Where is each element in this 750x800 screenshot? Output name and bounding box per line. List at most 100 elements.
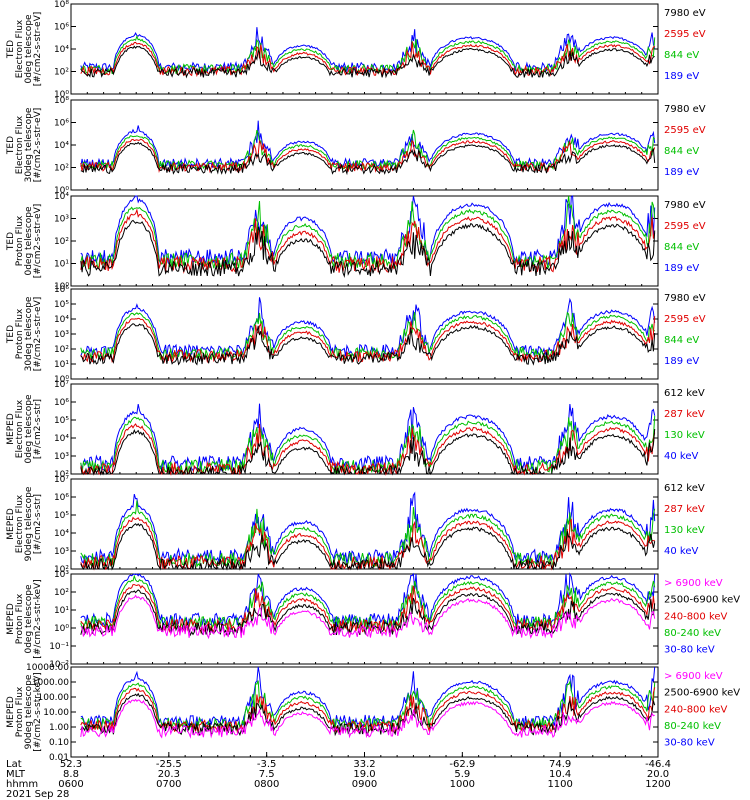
series-line [80, 219, 656, 278]
y-axis-label: MEPED [6, 508, 16, 540]
y-axis-label: MEPED [6, 603, 16, 635]
y-tick-label: 10⁵ [54, 511, 69, 521]
legend-entry: > 6900 keV [664, 578, 723, 589]
y-axis-label: Proton Flux [15, 593, 25, 644]
x-tick-label-hhmm: 0800 [254, 779, 279, 790]
y-axis-label: 30deg telescope [24, 107, 34, 182]
y-tick-label: 10¹ [54, 606, 69, 616]
legend-entry: 7980 eV [664, 104, 706, 115]
y-axis-label: [#/cm2-s-str-keV] [33, 579, 43, 658]
y-axis-label: [#/cm2-s-str] [33, 399, 43, 459]
x-tick-label-hhmm: 0600 [58, 779, 83, 790]
y-tick-label: 10⁶ [54, 285, 69, 295]
y-axis-label: 90deg telescope [24, 674, 34, 749]
x-tick-label-lat: -3.5 [257, 759, 277, 770]
y-axis-label: [#/cm2-s-str-eV] [33, 204, 43, 279]
series-line [80, 415, 656, 475]
legend-entry: 189 eV [664, 356, 699, 367]
y-tick-label: 10⁰ [54, 624, 69, 634]
x-row-label-mlt: MLT [6, 769, 26, 780]
legend-entry: 2595 eV [664, 29, 706, 40]
series-line [80, 572, 656, 628]
y-tick-label: 0.01 [49, 753, 69, 763]
y-tick-label: 10⁻¹ [49, 642, 69, 652]
y-tick-label: 100.00 [38, 693, 70, 703]
legend-entry: 40 keV [664, 546, 698, 557]
y-axis-label: MEPED [6, 413, 16, 445]
x-tick-label-lat: 52.3 [60, 759, 82, 770]
y-tick-label: 10³ [54, 547, 69, 557]
series-line [80, 423, 656, 476]
legend-entry: 844 eV [664, 146, 699, 157]
legend-entry: 7980 eV [664, 8, 706, 19]
y-axis-label: 30deg telescope [24, 296, 34, 371]
legend-entry: 844 eV [664, 50, 699, 61]
y-tick-label: 10⁷ [54, 475, 69, 485]
x-tick-label-hhmm: 1100 [547, 779, 572, 790]
y-tick-label: 10⁴ [54, 141, 69, 151]
x-tick-label-hhmm: 0900 [352, 779, 377, 790]
series-line [80, 208, 656, 274]
legend-entry: 30-80 keV [664, 645, 715, 656]
series-line [80, 522, 656, 571]
y-axis-label: TED [6, 325, 16, 344]
x-tick-label-mlt: 20.0 [647, 769, 669, 780]
y-tick-label: 10⁴ [54, 434, 69, 444]
legend-entry: 287 keV [664, 409, 705, 420]
series-line [80, 323, 656, 366]
y-axis-label: Proton Flux [15, 308, 25, 359]
y-tick-label: 10⁶ [54, 119, 69, 129]
y-axis-label: [#/cm2-s-str-eV] [33, 12, 43, 87]
legend-entry: > 6900 keV [664, 671, 723, 682]
legend-entry: 240-800 keV [664, 704, 728, 715]
y-tick-label: 10² [54, 68, 69, 78]
legend-entry: 189 eV [664, 71, 699, 82]
y-tick-label: 0.10 [49, 738, 69, 748]
y-axis-label: Proton Flux [15, 215, 25, 266]
y-tick-label: 10⁰ [54, 186, 69, 196]
legend-entry: 30-80 keV [664, 738, 715, 749]
x-tick-label-lat: 33.2 [353, 759, 375, 770]
series-line [80, 594, 656, 640]
y-tick-label: 10² [54, 588, 69, 598]
y-tick-label: 10³ [54, 570, 69, 580]
series-line [80, 141, 656, 176]
y-tick-label: 10³ [54, 215, 69, 225]
y-tick-label: 10⁵ [54, 300, 69, 310]
y-tick-label: 10⁸ [54, 96, 69, 106]
y-tick-label: 10³ [54, 330, 69, 340]
y-tick-label: 10² [54, 345, 69, 355]
x-tick-label-lat: 74.9 [549, 759, 571, 770]
x-tick-label-mlt: 10.4 [549, 769, 571, 780]
y-axis-label: 0deg telescope [24, 394, 34, 464]
panel-frame [70, 3, 659, 95]
series-line [80, 45, 655, 79]
series-line [80, 428, 656, 476]
y-tick-label: 10⁷ [54, 380, 69, 390]
y-tick-label: 10¹ [54, 260, 69, 270]
y-tick-label: 10⁶ [54, 23, 69, 33]
x-tick-label-lat: -62.9 [449, 759, 475, 770]
y-axis-label: TED [6, 232, 16, 251]
y-axis-label: 0deg telescope [24, 206, 34, 276]
x-row-label-hhmm: hhmm [6, 779, 38, 790]
x-tick-label-mlt: 5.9 [454, 769, 470, 780]
series-line [80, 698, 655, 739]
legend-entry: 612 keV [664, 388, 705, 399]
y-tick-label: 10⁶ [54, 398, 69, 408]
series-line [80, 27, 656, 74]
y-tick-label: 1000.00 [32, 678, 69, 688]
y-tick-label: 10⁰ [54, 90, 69, 100]
y-tick-label: 10² [54, 565, 69, 575]
legend-entry: 844 eV [664, 335, 699, 346]
y-tick-label: 10² [54, 164, 69, 174]
legend-entry: 2595 eV [664, 221, 706, 232]
y-tick-label: 10² [54, 237, 69, 247]
legend-entry: 7980 eV [664, 293, 706, 304]
x-tick-label-lat: -25.5 [156, 759, 182, 770]
legend-entry: 189 eV [664, 263, 699, 274]
y-tick-label: 10.00 [43, 708, 69, 718]
y-axis-label: [#/cm2-s-str] [33, 494, 43, 554]
y-tick-label: 1.00 [49, 723, 69, 733]
legend-entry: 240-800 keV [664, 611, 728, 622]
